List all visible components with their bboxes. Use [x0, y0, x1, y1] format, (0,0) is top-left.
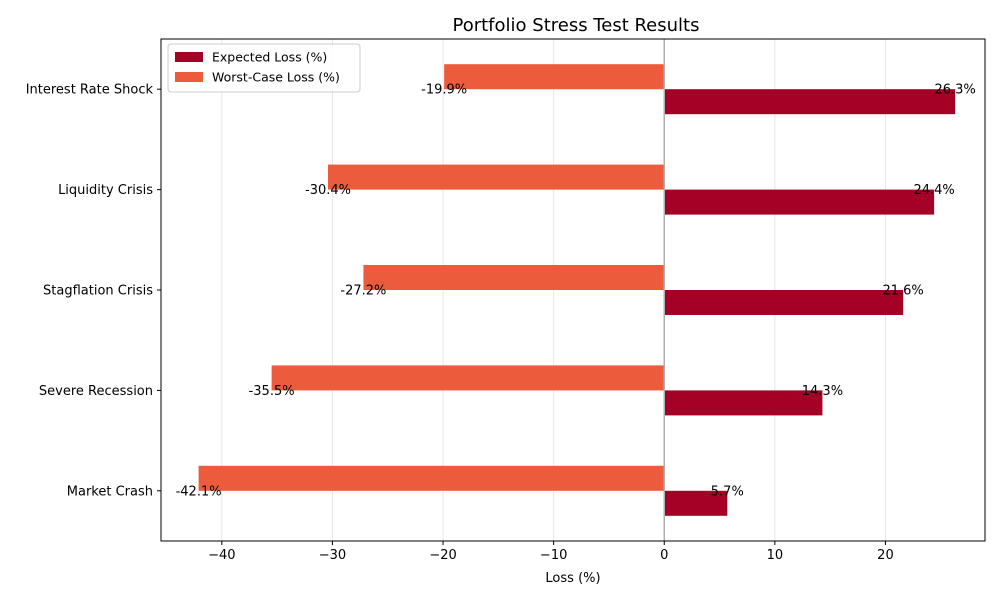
y-tick-label: Stagflation Crisis	[43, 284, 153, 299]
legend-swatch	[175, 72, 203, 82]
legend: Expected Loss (%) Worst-Case Loss (%)	[167, 43, 361, 93]
expected-loss-label: 24.4%	[913, 183, 954, 198]
worst-case-loss-bar	[198, 465, 665, 491]
x-axis: −40 −30 −20 −10 0 10 20	[208, 541, 894, 563]
expected-loss-bar	[664, 490, 728, 516]
worst-case-loss-label: -35.5%	[249, 384, 295, 399]
x-tick-label: −20	[429, 548, 456, 563]
y-tick-label: Severe Recession	[39, 384, 153, 399]
x-axis-label: Loss (%)	[545, 571, 600, 586]
x-tick-label: −30	[319, 548, 346, 563]
legend-label: Worst-Case Loss (%)	[212, 70, 340, 85]
y-tick-label: Liquidity Crisis	[58, 183, 153, 198]
legend-swatch	[175, 52, 203, 62]
expected-loss-label: 21.6%	[882, 284, 923, 299]
expected-loss-bar	[664, 89, 956, 115]
expected-loss-bar	[664, 390, 823, 416]
expected-loss-label: 14.3%	[802, 384, 843, 399]
expected-loss-label: 26.3%	[934, 83, 975, 98]
x-tick-label: −40	[208, 548, 235, 563]
worst-case-loss-bar	[444, 64, 665, 90]
y-axis: Market Crash Severe Recession Stagflation …	[26, 83, 161, 499]
legend-label: Expected Loss (%)	[212, 50, 327, 65]
bar-layer	[198, 64, 956, 516]
legend-box	[167, 43, 361, 93]
x-tick-label: 10	[767, 548, 784, 563]
y-tick-label: Market Crash	[67, 484, 153, 499]
expected-loss-label: 5.7%	[711, 484, 744, 499]
worst-case-loss-bar	[328, 164, 665, 190]
worst-case-loss-label: -42.1%	[176, 484, 222, 499]
worst-case-loss-label: -19.9%	[421, 83, 467, 98]
x-tick-label: 20	[877, 548, 894, 563]
chart-title: Portfolio Stress Test Results	[453, 15, 700, 36]
worst-case-loss-bar	[271, 365, 665, 391]
x-tick-label: −10	[540, 548, 567, 563]
data-label-layer: 5.7% -42.1% 14.3% -35.5% 21.6% -27.2% 24.4% -30…	[176, 83, 976, 500]
expected-loss-bar	[664, 290, 904, 315]
y-tick-label: Interest Rate Shock	[26, 83, 154, 98]
worst-case-loss-bar	[363, 265, 665, 290]
expected-loss-bar	[664, 189, 935, 215]
worst-case-loss-label: -30.4%	[305, 183, 351, 198]
worst-case-loss-label: -27.2%	[340, 284, 386, 299]
x-tick-label: 0	[660, 548, 668, 563]
